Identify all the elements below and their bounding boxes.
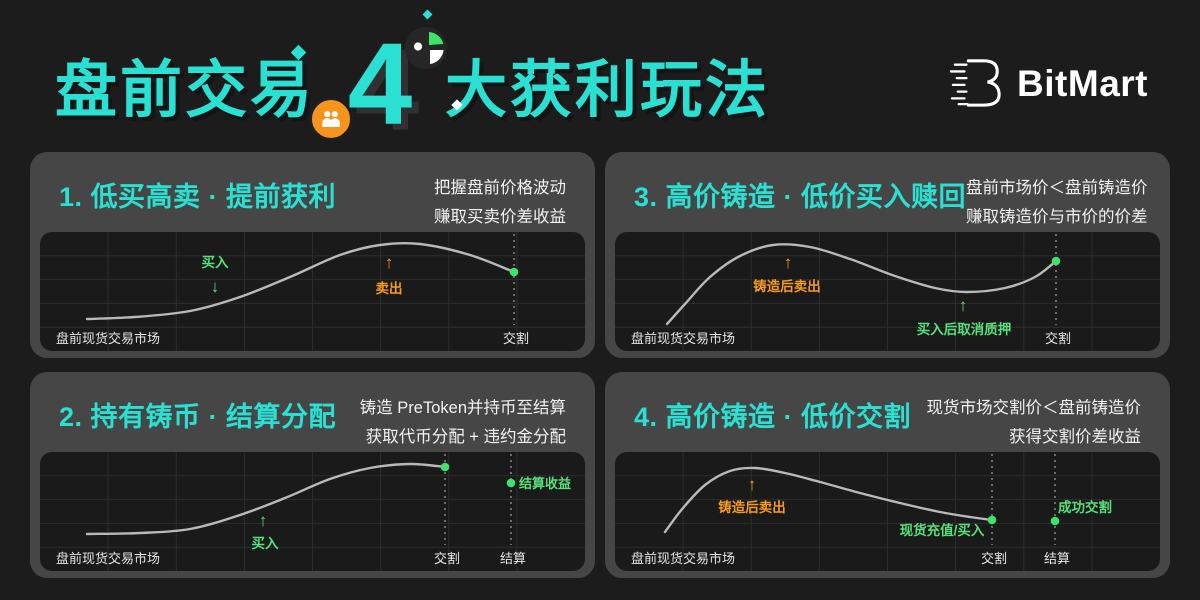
price-curve-chart: 交割 结算 ↑ 铸造后卖出现货充值/买入 成功交割盘前现货交易市场 — [615, 452, 1160, 571]
panel-header: 2. 持有铸币 · 结算分配 铸造 PreToken并持币至结算 获取代币分配 … — [30, 372, 595, 452]
panel-1-low-buy-high-sell: 1. 低买高卖 · 提前获利 把握盘前价格波动 赚取买卖价差收益 交割 买入 ↓ ↑ 卖… — [30, 152, 595, 358]
svg-text:铸造后卖出: 铸造后卖出 — [718, 499, 786, 515]
svg-text:铸造后卖出: 铸造后卖出 — [753, 278, 821, 294]
panel-desc-line: 铸造 PreToken并持币至结算 — [359, 399, 566, 417]
svg-text:盘前现货交易市场: 盘前现货交易市场 — [56, 551, 160, 566]
svg-text:买入: 买入 — [202, 255, 229, 270]
panel-description: 现货市场交割价＜盘前铸造价 获得交割价差收益 — [927, 394, 1142, 452]
header: 盘前交易 4 — [55, 9, 1148, 149]
panel-desc-line: 现货市场交割价＜盘前铸造价 — [926, 399, 1142, 417]
bitmart-logo-icon — [948, 56, 1006, 113]
title-number-graphic: 4 — [290, 9, 463, 149]
panel-title: 1. 低买高卖 · 提前获利 — [59, 182, 337, 212]
title-prefix: 盘前交易 — [55, 56, 316, 125]
svg-text:卖出: 卖出 — [376, 280, 403, 296]
title-number: 4 — [347, 19, 413, 149]
panel-desc-line: 盘前市场价＜盘前铸造价 — [966, 179, 1148, 197]
panel-header: 4. 高价铸造 · 低价交割 现货市场交割价＜盘前铸造价 获得交割价差收益 — [605, 372, 1170, 452]
svg-text:交割: 交割 — [434, 551, 460, 566]
panel-description: 盘前市场价＜盘前铸造价 赚取铸造价与市价的价差 — [966, 174, 1148, 232]
svg-text:↑: ↑ — [259, 511, 268, 530]
panel-desc-line: 把握盘前价格波动 — [434, 179, 566, 197]
panel-title: 2. 持有铸币 · 结算分配 — [59, 402, 337, 432]
svg-text:↑: ↑ — [959, 296, 968, 315]
price-curve-chart: 交割 ↑ 铸造后卖出 ↑ 买入后取消质押盘前现货交易市场 — [615, 232, 1160, 351]
title-suffix: 大获利玩法 — [445, 56, 771, 125]
svg-text:↑: ↑ — [385, 253, 394, 272]
svg-text:盘前现货交易市场: 盘前现货交易市场 — [631, 331, 735, 346]
price-curve-chart: 交割 结算 ↑ 买入 结算收益盘前现货交易市场 — [40, 452, 585, 571]
bitmart-logo: BitMart — [948, 56, 1148, 113]
svg-text:买入: 买入 — [252, 536, 279, 551]
svg-text:交割: 交割 — [503, 331, 529, 346]
svg-text:结算: 结算 — [500, 551, 526, 566]
panel-desc-line: 赚取铸造价与市价的价差 — [966, 208, 1148, 226]
svg-text:盘前现货交易市场: 盘前现货交易市场 — [631, 551, 735, 566]
panel-title: 4. 高价铸造 · 低价交割 — [634, 402, 912, 432]
panel-description: 铸造 PreToken并持币至结算 获取代币分配 + 违约金分配 — [360, 394, 566, 452]
svg-text:结算收益: 结算收益 — [519, 476, 571, 491]
panel-header: 3. 高价铸造 · 低价买入赎回 盘前市场价＜盘前铸造价 赚取铸造价与市价的价差 — [605, 152, 1170, 232]
panel-description: 把握盘前价格波动 赚取买卖价差收益 — [434, 174, 566, 232]
svg-text:成功交割: 成功交割 — [1058, 499, 1112, 515]
panel-header: 1. 低买高卖 · 提前获利 把握盘前价格波动 赚取买卖价差收益 — [30, 152, 595, 232]
svg-text:盘前现货交易市场: 盘前现货交易市场 — [56, 331, 160, 346]
svg-text:结算: 结算 — [1044, 551, 1070, 566]
svg-text:交割: 交割 — [1045, 331, 1071, 346]
page-title: 盘前交易 4 — [55, 9, 771, 149]
panel-4-mint-high-deliver-low: 4. 高价铸造 · 低价交割 现货市场交割价＜盘前铸造价 获得交割价差收益 交割… — [605, 372, 1170, 578]
bitmart-logo-text: BitMart — [1017, 63, 1148, 104]
svg-text:↑: ↑ — [748, 475, 757, 494]
panel-desc-line: 获得交割价差收益 — [1009, 428, 1141, 446]
svg-text:↓: ↓ — [211, 277, 220, 296]
panels-grid: 1. 低买高卖 · 提前获利 把握盘前价格波动 赚取买卖价差收益 交割 买入 ↓ ↑ 卖… — [30, 152, 1170, 578]
panel-2-hold-minted-token: 2. 持有铸币 · 结算分配 铸造 PreToken并持币至结算 获取代币分配 … — [30, 372, 595, 578]
panel-3-mint-high-buyback-low: 3. 高价铸造 · 低价买入赎回 盘前市场价＜盘前铸造价 赚取铸造价与市价的价差… — [605, 152, 1170, 358]
panel-desc-line: 赚取买卖价差收益 — [434, 208, 566, 226]
svg-text:交割: 交割 — [981, 551, 1007, 566]
svg-text:买入后取消质押: 买入后取消质押 — [917, 321, 1012, 337]
pie-chart-icon — [405, 13, 448, 69]
svg-text:↑: ↑ — [784, 253, 793, 272]
svg-text:现货充值/买入: 现货充值/买入 — [900, 522, 985, 538]
panel-title: 3. 高价铸造 · 低价买入赎回 — [634, 182, 967, 212]
users-badge-icon — [309, 97, 354, 141]
panel-desc-line: 获取代币分配 + 违约金分配 — [365, 428, 566, 446]
price-curve-chart: 交割 买入 ↓ ↑ 卖出盘前现货交易市场 — [40, 232, 585, 351]
